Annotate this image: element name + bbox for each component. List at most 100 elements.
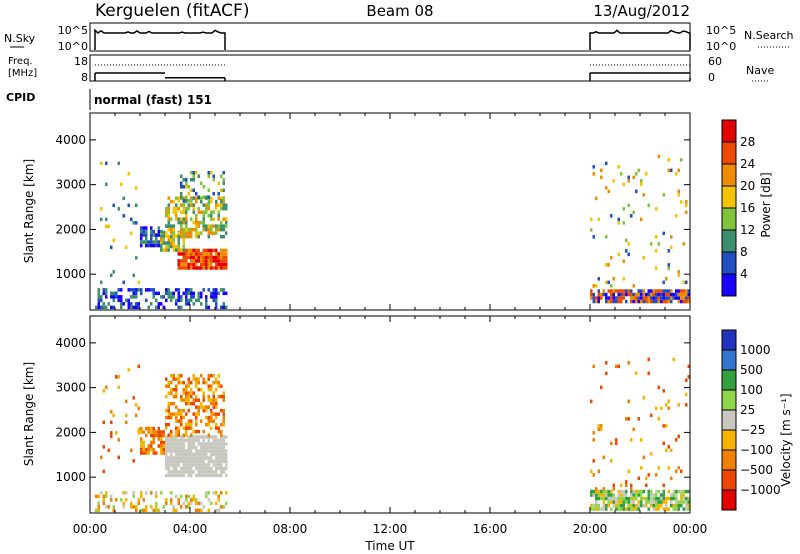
data-cell xyxy=(152,288,155,292)
data-cell xyxy=(165,394,168,399)
data-cell xyxy=(97,501,100,506)
data-cell xyxy=(222,470,225,474)
data-cell xyxy=(685,503,688,508)
data-cell xyxy=(687,292,690,297)
data-cell xyxy=(210,373,213,378)
data-cell xyxy=(165,438,168,443)
data-cell xyxy=(215,401,218,406)
data-cell xyxy=(205,470,208,474)
data-cell xyxy=(172,442,175,446)
data-cell xyxy=(665,424,668,428)
data-cell xyxy=(600,292,603,297)
data-cell xyxy=(210,384,213,388)
data-cell xyxy=(195,298,198,303)
data-cell xyxy=(175,210,178,214)
data-cell xyxy=(212,419,215,423)
data-cell xyxy=(215,259,218,263)
data-cell xyxy=(222,398,225,402)
data-cell xyxy=(225,459,228,464)
data-cell xyxy=(650,493,653,497)
data-cell xyxy=(195,384,198,388)
data-cell xyxy=(180,456,183,460)
data-cell xyxy=(195,231,198,235)
freq-trace xyxy=(94,64,691,81)
data-cell xyxy=(215,231,218,235)
data-cell xyxy=(195,192,198,196)
data-cell xyxy=(620,493,623,497)
data-cell xyxy=(605,496,608,501)
data-cell xyxy=(220,422,223,427)
data-cell xyxy=(180,234,183,239)
data-cell xyxy=(220,252,223,256)
data-cell xyxy=(190,259,193,263)
data-cell xyxy=(210,227,213,232)
data-cell xyxy=(140,444,143,448)
data-cell xyxy=(635,189,638,194)
data-cell xyxy=(687,503,690,508)
data-cell xyxy=(212,295,215,299)
data-cell xyxy=(632,292,635,297)
data-cell xyxy=(605,489,608,494)
data-cell xyxy=(687,375,690,379)
data-cell xyxy=(222,206,225,211)
data-cell xyxy=(627,252,630,257)
data-cell xyxy=(605,371,608,376)
data-cell xyxy=(590,507,593,511)
data-cell xyxy=(222,181,225,185)
data-cell xyxy=(140,508,143,513)
data-cell xyxy=(145,240,148,244)
data-cell xyxy=(202,438,205,443)
data-cell xyxy=(175,302,178,306)
data-cell xyxy=(120,182,123,187)
data-cell xyxy=(185,262,188,267)
data-cell xyxy=(652,296,655,300)
data-cell xyxy=(195,415,198,420)
data-cell xyxy=(212,463,215,467)
data-cell xyxy=(205,295,208,299)
data-cell xyxy=(590,399,593,404)
data-cell xyxy=(190,231,193,235)
data-cell xyxy=(595,284,598,288)
data-cell xyxy=(157,430,160,434)
data-cell xyxy=(627,399,630,404)
data-cell xyxy=(205,463,208,467)
data-cell xyxy=(165,224,168,228)
data-cell xyxy=(665,292,668,297)
data-cell xyxy=(212,394,215,399)
data-cell xyxy=(200,456,203,460)
data-cell xyxy=(172,463,175,467)
data-cell xyxy=(195,248,198,253)
data-cell xyxy=(647,203,650,208)
data-cell xyxy=(117,438,120,442)
data-cell xyxy=(97,508,100,513)
data-cell xyxy=(152,447,155,452)
colorbar-tick-label: 12 xyxy=(740,223,755,237)
data-cell xyxy=(162,451,165,455)
data-cell xyxy=(647,292,650,297)
data-cell xyxy=(162,305,165,310)
data-cell xyxy=(155,491,158,495)
data-cell xyxy=(202,259,205,263)
data-cell xyxy=(125,491,128,495)
data-cell xyxy=(180,449,183,453)
data-cell xyxy=(180,466,183,471)
data-cell xyxy=(207,213,210,218)
data-cell xyxy=(172,234,175,239)
data-cell xyxy=(197,408,200,413)
data-cell xyxy=(185,291,188,296)
data-cell xyxy=(182,210,185,214)
data-cell xyxy=(147,447,150,452)
data-cell xyxy=(175,412,178,416)
data-cell xyxy=(170,415,173,420)
data-cell xyxy=(202,405,205,409)
data-cell xyxy=(177,429,180,434)
colorbar-tick-label: 100 xyxy=(740,383,763,397)
data-cell xyxy=(175,206,178,211)
data-cell xyxy=(167,196,170,200)
data-cell xyxy=(100,280,103,285)
data-cell xyxy=(680,200,683,204)
data-cell xyxy=(112,295,115,299)
data-cell xyxy=(195,466,198,471)
freq-label-line: Freq. xyxy=(8,56,33,67)
data-cell xyxy=(617,489,620,494)
